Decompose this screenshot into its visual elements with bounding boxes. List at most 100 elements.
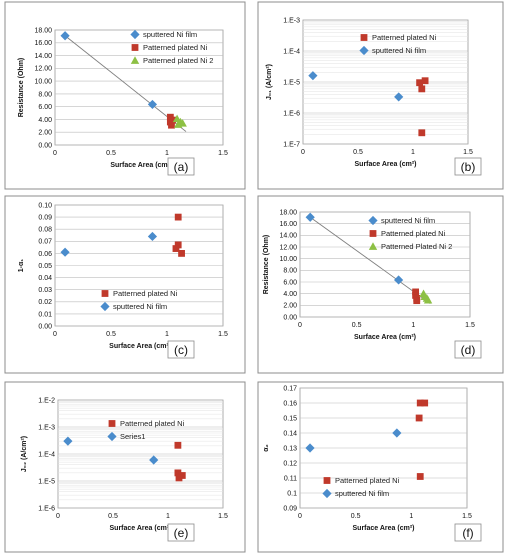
data-point-diamond	[305, 212, 315, 222]
legend-entry: sputtered Ni film	[372, 46, 426, 55]
y-tick-label: 16.00	[279, 221, 297, 228]
panel-tag-box	[167, 523, 195, 542]
y-axis-title: Resistance (Ohm)	[18, 58, 25, 118]
x-tick-label: 1.5	[218, 331, 228, 338]
legend: Patterned plated Ni Series1	[107, 419, 185, 442]
y-tick-label: 0.09	[283, 505, 297, 512]
x-tick-label: 1	[165, 331, 169, 338]
legend-marker	[368, 215, 378, 226]
legend-entry: sputtered Ni film	[335, 489, 389, 498]
x-tick-label: 1	[165, 150, 169, 157]
x-tick-label: 1.5	[218, 513, 228, 520]
x-tick-label: 0.5	[352, 322, 362, 329]
y-axis-title: Resistance (Ohm)	[263, 235, 270, 295]
panel-tag-box	[167, 340, 195, 359]
y-tick-label: 12.00	[279, 244, 297, 251]
x-tick-label: 0.5	[353, 149, 363, 156]
x-tick-label: 1.5	[465, 322, 475, 329]
y-tick-label: 1.E-2	[38, 397, 55, 404]
data-point-diamond	[392, 428, 402, 438]
y-tick-label: 0.04	[38, 275, 52, 282]
x-tick-label: 0	[301, 149, 305, 156]
data-point-diamond	[308, 71, 318, 81]
y-axis-title: α₂	[263, 444, 270, 451]
legend-entry: sputtered Ni film	[381, 216, 435, 225]
y-tick-label: 10.00	[279, 256, 297, 263]
chart-panel-f: 0.09 0.1 0.11 0.12 0.13 0.14 0.15 0.16 0.17 0 0.5 1…	[257, 381, 504, 553]
legend-entry: sputtered Ni film	[143, 30, 197, 39]
legend-marker	[360, 34, 368, 41]
data-point-diamond	[147, 99, 158, 110]
data-point-diamond	[63, 436, 73, 446]
data-point-square	[418, 129, 426, 137]
x-tick-label: 0.5	[106, 150, 116, 157]
y-tick-label: 12.00	[34, 66, 52, 73]
legend-marker	[130, 56, 140, 64]
y-tick-label: 1.E-3	[283, 17, 300, 24]
x-tick-label: 0	[53, 150, 57, 157]
x-tick-label: 0	[53, 331, 57, 338]
x-tick-label: 1.5	[218, 150, 228, 157]
data-point-square	[174, 441, 182, 449]
plot-area	[299, 211, 471, 318]
data-point-square	[172, 245, 180, 252]
panel-tag: (e)	[174, 526, 189, 540]
y-tick-label: 4.00	[38, 117, 52, 124]
y-axis-title: 1-α₁	[18, 259, 25, 273]
legend-marker	[107, 431, 117, 442]
panel-tag: (b)	[461, 160, 476, 174]
data-point-square	[175, 474, 183, 482]
legend-marker	[359, 45, 369, 56]
data-point-square	[412, 288, 419, 296]
legend-entry: Patterned plated Ni	[372, 33, 437, 42]
legend-marker	[130, 29, 140, 40]
data-point-square	[174, 469, 182, 477]
y-tick-label: 16.00	[34, 40, 52, 47]
panel-tag: (a)	[174, 160, 189, 174]
y-axis-title: J₀₂ (A/cm²)	[21, 436, 28, 472]
y-tick-label: 0.1	[287, 490, 297, 497]
y-tick-label: 1.E-6	[38, 505, 55, 512]
data-point-diamond	[394, 275, 404, 285]
y-tick-label: 0.02	[38, 299, 52, 306]
trend-line	[309, 216, 431, 304]
y-tick-label: 2.00	[283, 303, 297, 310]
x-tick-label: 1.5	[462, 513, 472, 520]
x-axis-title: Surface Area (cm	[110, 162, 167, 169]
data-point-diamond	[394, 92, 404, 102]
data-point-square	[416, 399, 424, 407]
x-axis-title: Surface Area (cm²)	[353, 525, 415, 532]
y-tick-label: 0.00	[283, 314, 297, 321]
y-tick-label: 0.00	[38, 142, 52, 149]
panel-tag: (d)	[461, 343, 476, 357]
x-tick-label: 0.5	[106, 331, 116, 338]
y-tick-label: 1.E-4	[38, 451, 55, 458]
y-tick-label: 18.00	[34, 27, 52, 34]
chart-panel-b: 1.E-7 1.E-6 1.E-5 1.E-4 1.E-3 0 0.5 1 1.5 Surface…	[257, 1, 504, 190]
legend-entry: Patterned plated Ni	[143, 43, 208, 52]
y-axis-title: J₀₁ (A/cm²)	[266, 64, 273, 100]
legend-entry: Series1	[120, 432, 145, 441]
x-axis-title: Surface Area (cm²)	[354, 334, 416, 341]
legend-entry: sputtered Ni film	[113, 302, 167, 311]
data-point-triangle	[174, 120, 183, 128]
data-point-square	[418, 85, 426, 93]
legend-marker	[101, 290, 109, 297]
data-point-diamond	[149, 455, 159, 465]
data-point-diamond	[147, 231, 158, 242]
y-tick-label: 0.10	[38, 202, 52, 209]
legend-entry: Patterned plated Ni	[120, 419, 185, 428]
legend-marker	[131, 44, 139, 51]
panel-tag-box	[454, 157, 482, 176]
panel-tag: (f)	[462, 526, 473, 540]
y-tick-label: 2.00	[38, 130, 52, 137]
y-tick-label: 0.13	[283, 445, 297, 452]
y-tick-label: 0.01	[38, 311, 52, 318]
y-tick-label: 0.17	[283, 385, 297, 392]
legend-marker	[108, 420, 116, 427]
data-point-diamond	[305, 443, 315, 453]
y-tick-label: 0.00	[38, 323, 52, 330]
legend-marker	[369, 230, 377, 237]
x-tick-label: 1	[409, 513, 413, 520]
